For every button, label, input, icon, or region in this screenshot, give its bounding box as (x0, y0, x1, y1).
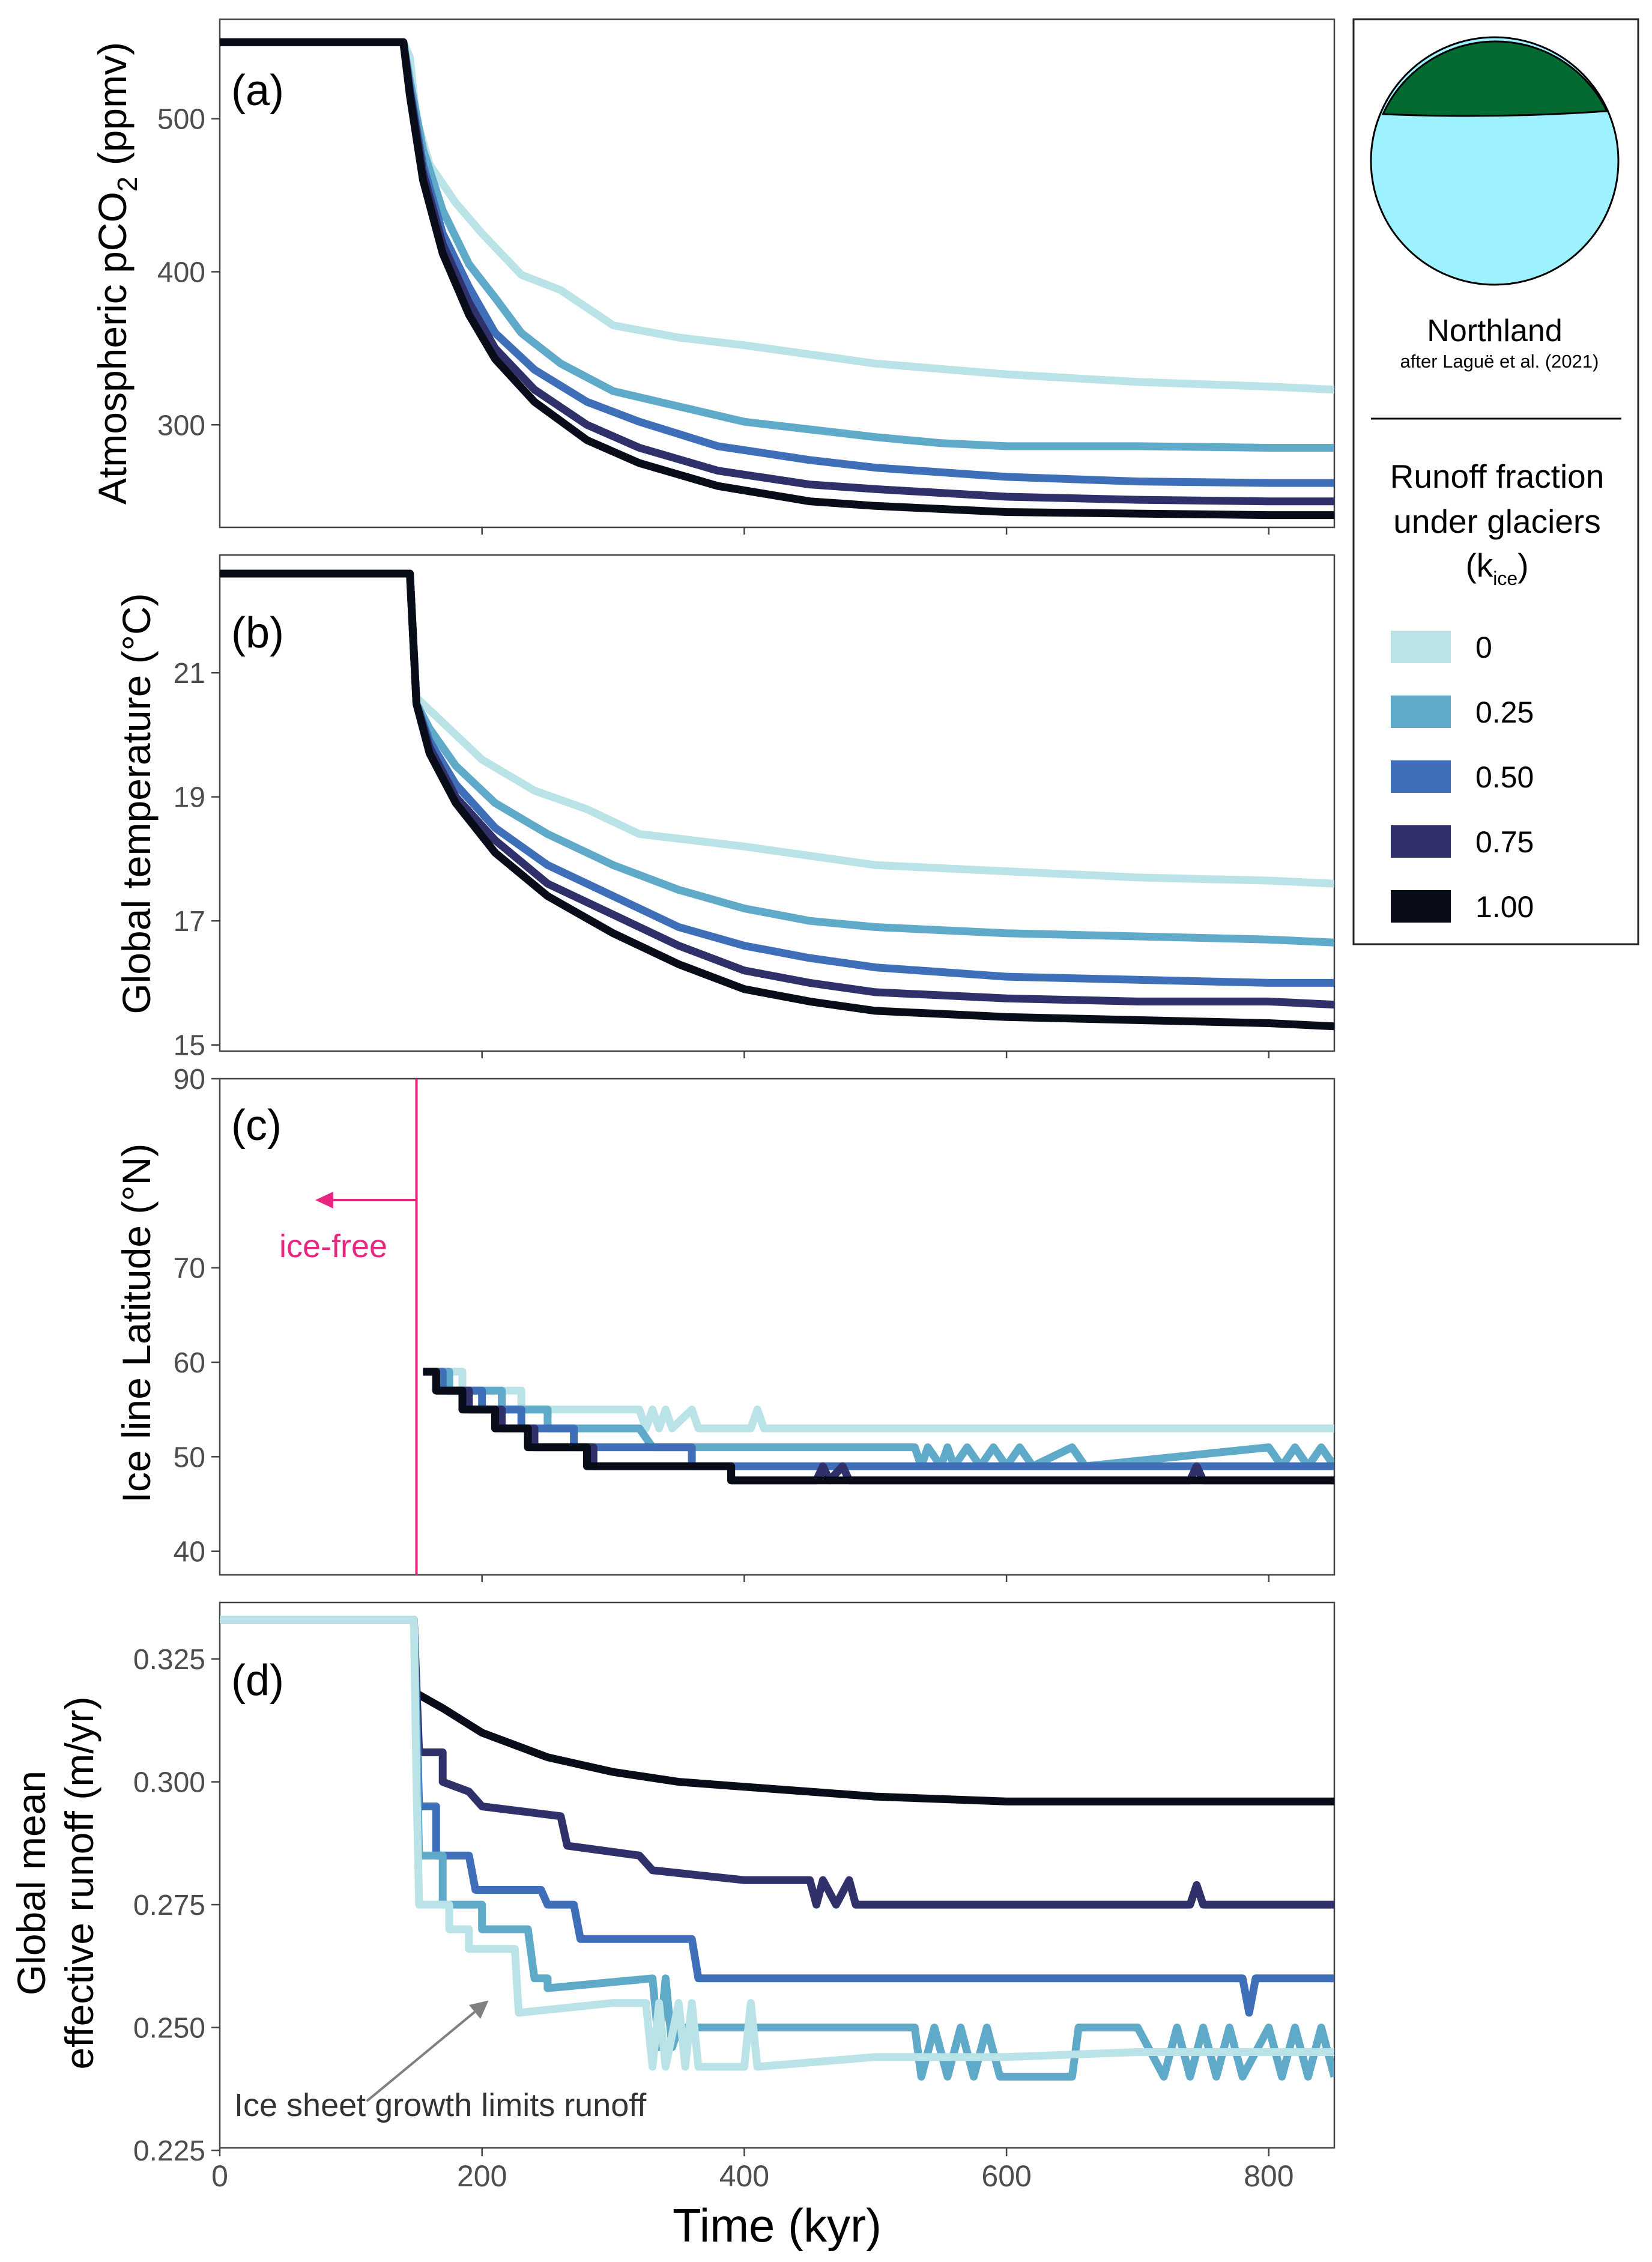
panel-b-plot: 15 17 19 21 (174, 569, 1334, 1062)
panel-a-label: (a) (231, 67, 284, 115)
series-group (423, 1368, 1334, 1485)
legend-title-line2: under glaciers (1393, 503, 1600, 540)
panel-b-ylabel: Global temperature (°C) (114, 593, 159, 1014)
x-tick-label: 800 (1244, 2159, 1293, 2193)
panel-b: 15 17 19 21 (b) Global temperature (°C) (114, 554, 1336, 1062)
series-line-1.00 (220, 569, 1334, 1031)
y-tick-label: 400 (157, 256, 205, 288)
series-line-0 (423, 1368, 1334, 1433)
y-tick-label: 21 (174, 658, 205, 690)
y-tick-label: 15 (174, 1030, 205, 1062)
legend-item-label: 0.50 (1475, 760, 1534, 794)
series-group (220, 38, 1334, 520)
series-line-0.50 (220, 569, 1334, 987)
panel-a-plot: 300 400 500 (157, 38, 1334, 520)
y-tick-label: 90 (174, 1064, 205, 1096)
panel-a: 300 400 500 (a) Atmospheric pCO2 (ppmv) (90, 18, 1336, 529)
series-line-0 (220, 569, 1334, 888)
legend-map-title: Northland (1427, 314, 1562, 348)
y-tick-label: 40 (174, 1536, 205, 1568)
series-line-0.25 (423, 1368, 1334, 1470)
panel-d-ylabel-line2: effective runoff (m/yr) (57, 1696, 101, 2069)
x-tick-label: 400 (719, 2159, 769, 2193)
y-tick-label: 500 (157, 104, 205, 136)
x-axis-title: Time (kyr) (673, 2199, 882, 2252)
series-line-0 (220, 38, 1334, 394)
series-line-0.25 (220, 569, 1334, 947)
x-tick-label: 0 (211, 2159, 228, 2193)
series-line-0.50 (220, 1616, 1334, 2017)
runoff-annotation: Ice sheet growth limits runoff (234, 2087, 647, 2123)
panel-a-frame (219, 18, 1336, 529)
y-tick-label: 60 (174, 1347, 205, 1379)
y-tick-label: 50 (174, 1442, 205, 1473)
continent-map-icon (1370, 36, 1620, 286)
legend-item-label: 0 (1475, 631, 1492, 664)
y-tick-label: 0.300 (133, 1767, 205, 1799)
series-group (220, 569, 1334, 1031)
y-tick-label: 0.225 (133, 2135, 205, 2167)
panel-d-ylabel-line1: Global mean (9, 1771, 53, 1995)
legend-title-line1: Runoff fraction (1390, 458, 1605, 495)
legend-item-label: 0.75 (1475, 825, 1534, 859)
panel-c-ylabel: Ice line Latitude (°N) (114, 1144, 159, 1503)
ice-free-arrowhead (315, 1192, 333, 1208)
panel-b-frame (219, 554, 1336, 1052)
series-line-0.25 (220, 38, 1334, 452)
panel-c-frame (219, 1078, 1336, 1576)
panel-c-plot: 40 50 60 70 90 ice-free (174, 1064, 1334, 1575)
legend-items: 0 0.25 0.50 0.75 1.00 (1391, 631, 1534, 924)
runoff-arrowhead (468, 2000, 489, 2019)
panel-d-plot: 0.225 0.250 0.275 0.300 0.325 Ice sheet growt… (133, 1616, 1334, 2167)
panel-d: 0.225 0.250 0.275 0.300 0.325 Ice sheet growt… (9, 1601, 1336, 2167)
series-line-1.00 (220, 1616, 1334, 1806)
x-tick-label: 200 (457, 2159, 507, 2193)
legend-map-subtitle: after Laguë et al. (2021) (1400, 351, 1599, 372)
legend: Northland after Laguë et al. (2021) Runo… (1352, 18, 1639, 945)
series-line-0.75 (220, 38, 1334, 506)
panel-b-label: (b) (231, 609, 284, 657)
panel-c: 40 50 60 70 90 ice-free (c) Ice line Latitude… (114, 1064, 1336, 1576)
panel-d-frame (219, 1601, 1336, 2149)
panel-c-label: (c) (231, 1102, 282, 1150)
panel-a-ylabel: Atmospheric pCO2 (ppmv) (90, 42, 143, 505)
series-line-0.75 (220, 1616, 1334, 1909)
y-tick-label: 300 (157, 410, 205, 441)
y-tick-label: 70 (174, 1253, 205, 1285)
legend-item-label: 1.00 (1475, 890, 1534, 924)
series-line-0.50 (220, 38, 1334, 487)
legend-item-label: 0.25 (1475, 696, 1534, 729)
x-axis: 0 200 400 600 800 (211, 527, 1294, 2193)
series-line-1.00 (220, 38, 1334, 520)
ice-free-label: ice-free (279, 1228, 387, 1264)
legend-swatch (1391, 825, 1451, 858)
legend-swatch (1391, 631, 1451, 663)
northern-continent (1381, 40, 1609, 117)
y-tick-label: 0.325 (133, 1644, 205, 1676)
legend-swatch (1391, 890, 1451, 923)
y-tick-label: 19 (174, 782, 205, 814)
runoff-arrow (366, 2011, 476, 2102)
y-tick-label: 17 (174, 906, 205, 938)
x-tick-label: 600 (981, 2159, 1031, 2193)
series-group (220, 1616, 1334, 2081)
legend-swatch (1391, 696, 1451, 728)
legend-swatch (1391, 760, 1451, 793)
series-line-1.00 (423, 1368, 1334, 1485)
y-tick-label: 0.275 (133, 1890, 205, 1921)
series-line-0 (220, 1616, 1334, 2071)
series-line-0.25 (220, 1616, 1334, 2081)
panel-d-label: (d) (231, 1657, 284, 1705)
y-tick-label: 0.250 (133, 2013, 205, 2045)
